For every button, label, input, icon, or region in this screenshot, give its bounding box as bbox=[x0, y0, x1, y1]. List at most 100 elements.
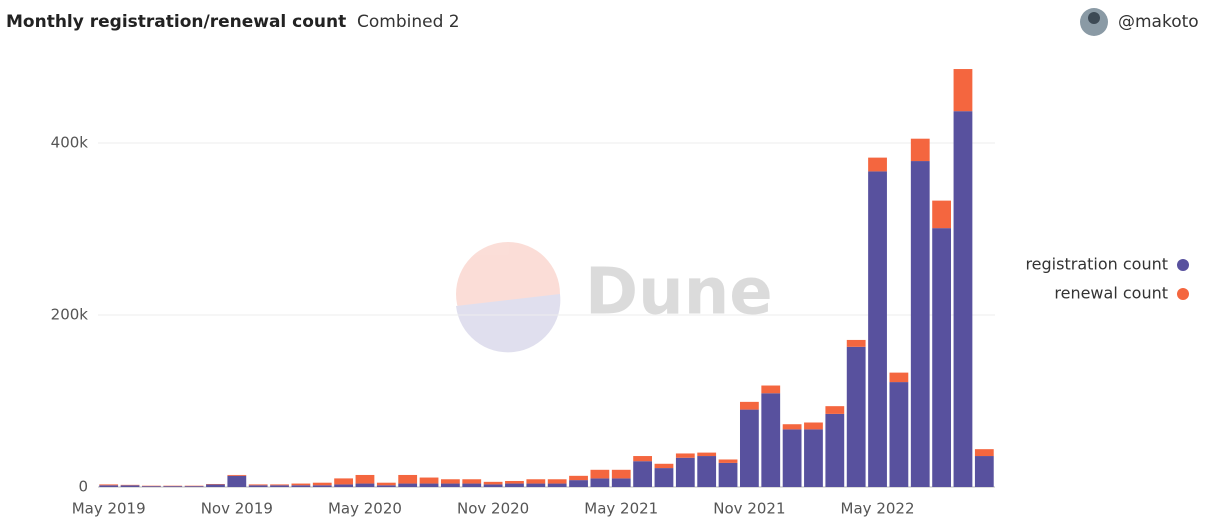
bar-segment bbox=[847, 340, 866, 347]
bar-segment bbox=[655, 464, 674, 468]
bar-segment bbox=[484, 484, 503, 487]
bar-segment bbox=[249, 484, 268, 485]
bar-segment bbox=[99, 484, 118, 485]
bar-segment bbox=[719, 463, 738, 487]
bar-segment bbox=[783, 429, 802, 487]
bar-segment bbox=[676, 453, 695, 457]
bar-segment bbox=[526, 479, 545, 483]
bar-segment bbox=[505, 481, 524, 484]
bar-segment bbox=[548, 484, 567, 487]
bar-segment bbox=[804, 429, 823, 487]
x-tick-label: Nov 2019 bbox=[201, 500, 273, 518]
bar-segment bbox=[142, 486, 161, 487]
bar-segment bbox=[825, 414, 844, 487]
bar-segment bbox=[932, 228, 951, 487]
legend-label: registration count bbox=[1025, 255, 1168, 274]
bar-segment bbox=[526, 484, 545, 487]
legend-swatch bbox=[1177, 259, 1189, 271]
bar-segment bbox=[548, 479, 567, 483]
bar-segment bbox=[847, 347, 866, 487]
bar-segment bbox=[377, 483, 396, 486]
bar-segment bbox=[441, 484, 460, 487]
x-tick-label: May 2021 bbox=[584, 500, 658, 518]
bar-segment bbox=[291, 485, 310, 487]
bar-segment bbox=[761, 393, 780, 487]
bar-segment bbox=[569, 476, 588, 480]
bar-segment bbox=[121, 485, 140, 487]
bar-segment bbox=[868, 171, 887, 487]
bar-segment bbox=[420, 478, 439, 484]
chart-subtitle: Combined 2 bbox=[357, 12, 460, 32]
bar-segment bbox=[569, 480, 588, 487]
x-tick-label: May 2022 bbox=[841, 500, 915, 518]
bar-segment bbox=[719, 459, 738, 462]
bar-segment bbox=[697, 456, 716, 487]
bar-segment bbox=[441, 479, 460, 483]
bar-segment bbox=[227, 476, 246, 487]
bar-segment bbox=[975, 456, 994, 487]
bar-segment bbox=[911, 139, 930, 161]
bar-segment bbox=[420, 484, 439, 487]
bar-segment bbox=[462, 479, 481, 483]
bar-segment bbox=[612, 470, 631, 479]
bar-segment bbox=[975, 449, 994, 456]
x-tick-label: Nov 2021 bbox=[713, 500, 785, 518]
bar-segment bbox=[270, 485, 289, 487]
bar-segment bbox=[761, 386, 780, 394]
bar-segment bbox=[889, 373, 908, 382]
bar-segment bbox=[398, 484, 417, 487]
bar-segment bbox=[954, 111, 973, 487]
bar-segment bbox=[356, 484, 375, 487]
avatar-figure bbox=[1088, 12, 1100, 24]
bar-segment bbox=[334, 478, 353, 484]
x-tick-label: Nov 2020 bbox=[457, 500, 529, 518]
bar-segment bbox=[783, 424, 802, 429]
bar-segment bbox=[932, 201, 951, 229]
bar-segment bbox=[633, 456, 652, 461]
bar-segment bbox=[99, 485, 118, 487]
chart-title: Monthly registration/renewal count bbox=[6, 12, 346, 32]
bar-segment bbox=[505, 484, 524, 487]
bar-segment bbox=[356, 475, 375, 484]
x-tick-label: May 2019 bbox=[72, 500, 146, 518]
bar-segment bbox=[590, 470, 609, 479]
bar-segment bbox=[291, 484, 310, 486]
y-tick-label: 400k bbox=[51, 134, 89, 152]
bar-segment bbox=[804, 423, 823, 430]
bar-segment bbox=[697, 453, 716, 456]
bar-segment bbox=[655, 468, 674, 487]
bar-segment bbox=[206, 484, 225, 487]
bar-segment bbox=[889, 382, 908, 487]
bar-segment bbox=[954, 69, 973, 111]
bar-segment bbox=[633, 461, 652, 487]
bar-segment bbox=[484, 482, 503, 485]
legend-label: renewal count bbox=[1054, 284, 1168, 303]
bar-segment bbox=[612, 478, 631, 487]
bar-segment bbox=[398, 475, 417, 484]
x-tick-label: May 2020 bbox=[328, 500, 402, 518]
bar-segment bbox=[313, 485, 332, 487]
bar-segment bbox=[334, 484, 353, 487]
bar-segment bbox=[377, 485, 396, 487]
bar-segment bbox=[825, 406, 844, 414]
bar-segment bbox=[249, 485, 268, 487]
bar-segment bbox=[227, 475, 246, 476]
bar-segment bbox=[740, 410, 759, 487]
bar-segment bbox=[185, 486, 204, 487]
legend-swatch bbox=[1177, 288, 1189, 300]
watermark-text: Dune bbox=[585, 256, 773, 330]
bar-segment bbox=[676, 458, 695, 487]
bar-segment bbox=[911, 161, 930, 487]
author[interactable]: @makoto bbox=[1118, 12, 1199, 32]
bar-segment bbox=[270, 484, 289, 485]
bar-segment bbox=[868, 158, 887, 172]
bar-segment bbox=[740, 402, 759, 410]
bar-segment bbox=[462, 484, 481, 487]
y-tick-label: 0 bbox=[78, 478, 88, 496]
y-tick-label: 200k bbox=[51, 306, 89, 324]
watermark: Dune bbox=[456, 242, 773, 352]
bar-segment bbox=[590, 478, 609, 487]
bar-segment bbox=[163, 486, 182, 487]
bar-segment bbox=[313, 483, 332, 486]
